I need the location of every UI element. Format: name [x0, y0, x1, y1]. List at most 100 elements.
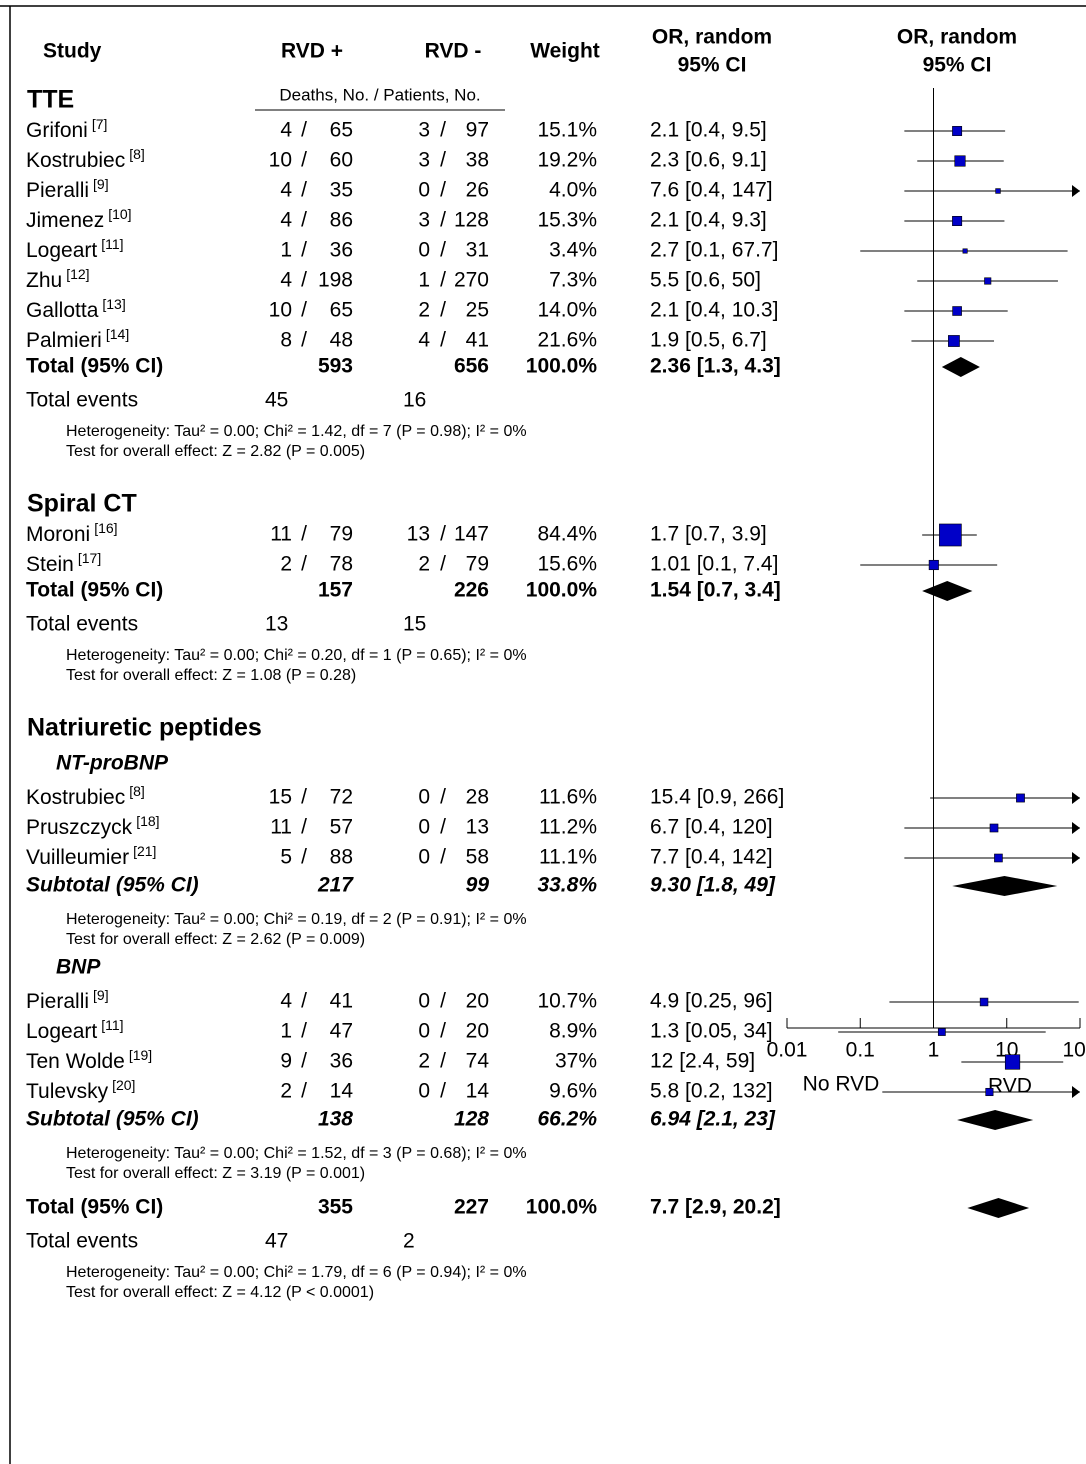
separator: /	[301, 816, 307, 839]
events-plus: 8	[280, 329, 292, 352]
weight: 37%	[555, 1050, 597, 1073]
or-ci: 15.4 [0.9, 266]	[650, 786, 784, 809]
n-plus: 36	[330, 1050, 353, 1073]
events-minus: 0	[418, 846, 430, 869]
heterogeneity: Heterogeneity: Tau² = 0.00; Chi² = 1.52,…	[66, 1145, 527, 1162]
header-weight: Weight	[530, 40, 600, 63]
study-name: Tulevsky [20]	[26, 1077, 135, 1103]
x-tick-label: 0.01	[767, 1039, 808, 1062]
header-or-plot: 95% CI	[923, 54, 992, 77]
heterogeneity: Test for overall effect: Z = 2.62 (P = 0…	[66, 931, 365, 948]
study-name: Ten Wolde [19]	[26, 1047, 152, 1073]
or-ci: 5.5 [0.6, 50]	[650, 269, 761, 292]
study-square	[1016, 793, 1025, 803]
study-label: Stein	[26, 553, 74, 576]
study-label: Grifoni	[26, 119, 88, 142]
events-minus: 3	[418, 149, 430, 172]
events-plus: 11	[270, 523, 292, 546]
total-n-minus: 656	[454, 355, 489, 378]
heterogeneity: Test for overall effect: Z = 4.12 (P < 0…	[66, 1284, 374, 1301]
study-ref: [11]	[101, 236, 123, 252]
study-ref: [13]	[102, 296, 125, 312]
n-plus: 35	[330, 179, 353, 202]
separator: /	[301, 209, 307, 232]
diamond	[952, 876, 1058, 896]
weight: 7.3%	[549, 269, 597, 292]
study-label: Jimenez	[26, 209, 104, 232]
subgroup-title: NT-proBNP	[56, 752, 169, 775]
total-or-ci: 7.7 [2.9, 20.2]	[650, 1196, 781, 1219]
separator: /	[301, 239, 307, 262]
separator: /	[440, 523, 446, 546]
separator: /	[301, 179, 307, 202]
separator: /	[440, 149, 446, 172]
or-ci: 1.3 [0.05, 34]	[650, 1020, 773, 1043]
events-minus: 0	[418, 786, 430, 809]
or-ci: 6.7 [0.4, 120]	[650, 816, 773, 839]
weight: 84.4%	[537, 523, 597, 546]
heterogeneity: Heterogeneity: Tau² = 0.00; Chi² = 1.79,…	[66, 1264, 527, 1281]
events-minus: 2	[418, 299, 430, 322]
events-minus: 2	[418, 553, 430, 576]
n-minus: 58	[466, 846, 489, 869]
subtotal-or-ci: 9.30 [1.8, 49]	[650, 874, 776, 897]
events-plus: 4	[280, 269, 292, 292]
separator: /	[440, 846, 446, 869]
n-minus: 128	[454, 209, 489, 232]
header-minus: RVD -	[425, 40, 482, 63]
study-square	[989, 823, 999, 833]
separator: /	[440, 329, 446, 352]
n-plus: 65	[330, 119, 353, 142]
separator: /	[440, 179, 446, 202]
header-plus: RVD +	[281, 40, 343, 63]
separator: /	[301, 119, 307, 142]
study-ref: [14]	[106, 326, 129, 342]
separator: /	[440, 1020, 446, 1043]
events-plus: 5	[280, 846, 292, 869]
events-label: Total events	[26, 389, 138, 412]
separator: /	[301, 523, 307, 546]
separator: /	[440, 239, 446, 262]
study-ref: [9]	[93, 987, 109, 1003]
separator: /	[440, 1050, 446, 1073]
study-name: Pieralli [9]	[26, 176, 109, 202]
ci-arrow	[1072, 822, 1080, 834]
study-square	[984, 277, 992, 285]
group-title: Spiral CT	[27, 490, 137, 518]
n-plus: 47	[330, 1020, 353, 1043]
separator: /	[440, 786, 446, 809]
subtotal-weight: 66.2%	[537, 1108, 597, 1131]
events-plus: 11	[270, 816, 292, 839]
events-plus: 4	[280, 209, 292, 232]
total-weight: 100.0%	[526, 355, 598, 378]
study-ref: [7]	[92, 116, 108, 132]
study-label: Palmieri	[26, 329, 102, 352]
events-plus: 4	[280, 179, 292, 202]
total-n-minus: 226	[454, 579, 489, 602]
study-square	[937, 1028, 946, 1036]
diamond	[957, 1110, 1034, 1130]
ci-arrow	[1072, 185, 1080, 197]
events-minus: 0	[418, 1020, 430, 1043]
group-title: Natriuretic peptides	[27, 714, 262, 742]
events-minus: 0	[418, 990, 430, 1013]
events-minus: 0	[418, 816, 430, 839]
events-plus-total: 47	[265, 1230, 288, 1253]
n-minus: 20	[466, 1020, 489, 1043]
study-label: Tulevsky	[26, 1080, 109, 1103]
events-minus-total: 15	[403, 613, 426, 636]
events-label: Total events	[26, 613, 138, 636]
total-label: Total (95% CI)	[26, 579, 163, 602]
n-plus: 65	[330, 299, 353, 322]
events-plus: 1	[280, 1020, 292, 1043]
separator: /	[301, 786, 307, 809]
n-plus: 57	[330, 816, 353, 839]
total-n-minus: 227	[454, 1196, 489, 1219]
study-label: Vuilleumier	[26, 846, 129, 869]
events-plus: 4	[280, 990, 292, 1013]
weight: 3.4%	[549, 239, 597, 262]
diamond	[941, 357, 980, 377]
study-ref: [8]	[129, 146, 145, 162]
separator: /	[440, 119, 446, 142]
study-square	[995, 188, 1001, 194]
